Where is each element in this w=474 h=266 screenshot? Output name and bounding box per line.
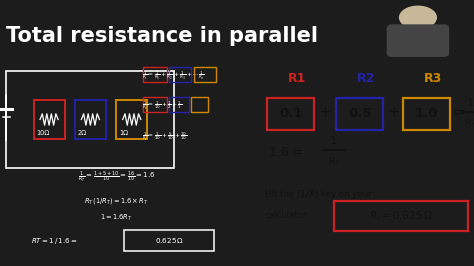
Text: 1: 1 bbox=[330, 136, 337, 146]
Text: $R_T$: $R_T$ bbox=[465, 117, 474, 130]
Text: R1: R1 bbox=[288, 72, 306, 85]
Text: $\frac{1}{R_t}=\frac{1}{10}+\frac{5}{10}+\frac{10}{10}$: $\frac{1}{R_t}=\frac{1}{10}+\frac{5}{10}… bbox=[142, 131, 188, 143]
Text: R3: R3 bbox=[424, 72, 442, 85]
Text: Total resistance in parallel: Total resistance in parallel bbox=[6, 26, 318, 46]
Text: 0.5: 0.5 bbox=[348, 107, 372, 120]
Text: $\frac{1}{R_t}=\frac{1}{R_1}+\frac{1}{R_2}+\frac{1}{R_3}+\cdots\frac{1}{R_n}$: $\frac{1}{R_t}=\frac{1}{R_1}+\frac{1}{R_… bbox=[142, 69, 205, 82]
Text: $0.625\,\Omega$: $0.625\,\Omega$ bbox=[155, 236, 184, 245]
Text: +: + bbox=[319, 105, 331, 120]
Text: 1.6 =: 1.6 = bbox=[269, 146, 303, 159]
Text: calculator..: calculator.. bbox=[265, 211, 312, 220]
Text: $\frac{1}{R_T}=\frac{1+5+10}{10}=\frac{16}{10}=1.6$: $\frac{1}{R_T}=\frac{1+5+10}{10}=\frac{1… bbox=[78, 170, 155, 185]
Text: 10Ω: 10Ω bbox=[36, 130, 49, 136]
Circle shape bbox=[400, 6, 436, 29]
Text: $1=1.6R_T$: $1=1.6R_T$ bbox=[100, 213, 133, 223]
Text: +: + bbox=[388, 105, 401, 120]
Text: 2Ω: 2Ω bbox=[78, 130, 87, 136]
Text: 1Ω: 1Ω bbox=[119, 130, 128, 136]
FancyBboxPatch shape bbox=[387, 25, 448, 56]
Text: =: = bbox=[453, 105, 465, 120]
Text: 1: 1 bbox=[467, 98, 474, 108]
Text: 1.0: 1.0 bbox=[415, 107, 438, 120]
Text: Hit the [1/X] key on your: Hit the [1/X] key on your bbox=[265, 190, 372, 199]
Text: $\frac{1}{R_t}=\frac{1}{10}+\frac{1}{2}+\frac{1}{1}$: $\frac{1}{R_t}=\frac{1}{10}+\frac{1}{2}+… bbox=[142, 100, 182, 113]
Text: $RT=1\,/\,1.6=$: $RT=1\,/\,1.6=$ bbox=[31, 236, 77, 246]
Text: $R_t = 0.625\,\Omega$: $R_t = 0.625\,\Omega$ bbox=[369, 209, 433, 223]
Text: $R_T\,(1/R_T)=1.6\times R_T$: $R_T\,(1/R_T)=1.6\times R_T$ bbox=[84, 196, 148, 206]
Text: R2: R2 bbox=[357, 72, 375, 85]
Text: 0.1: 0.1 bbox=[279, 107, 302, 120]
Text: $R_T$: $R_T$ bbox=[328, 156, 340, 168]
